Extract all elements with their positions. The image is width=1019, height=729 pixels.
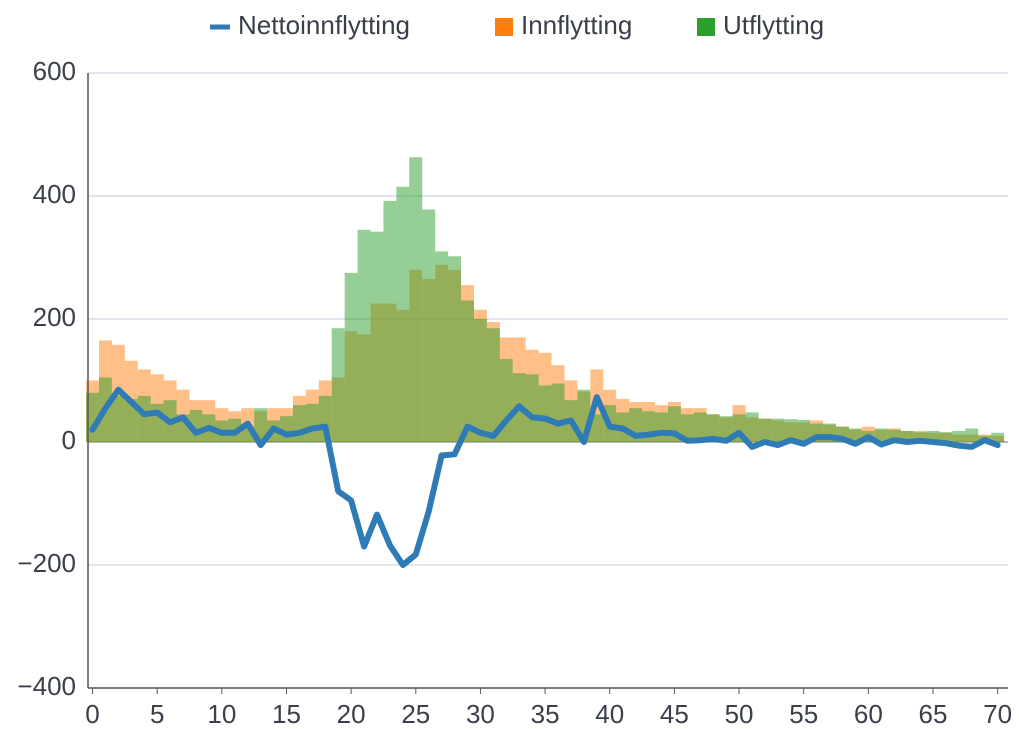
bar	[486, 328, 500, 442]
bar	[680, 414, 694, 442]
bar	[331, 328, 345, 442]
bar	[706, 414, 720, 442]
bar	[991, 432, 1005, 442]
y-tick-label: −200	[17, 548, 76, 578]
bar	[771, 418, 785, 442]
bar	[280, 416, 293, 442]
x-tick-label: 55	[789, 699, 818, 729]
x-tick-label: 15	[272, 699, 301, 729]
legend-label: Utflytting	[723, 10, 824, 40]
y-tick-label: 400	[33, 179, 76, 209]
x-tick-label: 70	[983, 699, 1012, 729]
bar	[538, 385, 552, 442]
bar	[422, 209, 436, 442]
bar	[473, 319, 487, 442]
x-tick-label: 0	[85, 699, 99, 729]
bar	[848, 428, 862, 442]
bar	[383, 200, 397, 442]
y-tick-label: 600	[33, 56, 76, 86]
bar	[254, 408, 268, 442]
bar	[926, 430, 940, 442]
legend-label: Nettoinnflytting	[238, 10, 410, 40]
x-tick-label: 30	[466, 699, 495, 729]
bar	[357, 229, 371, 442]
y-tick-label: −400	[17, 671, 76, 701]
legend-item: Nettoinnflytting	[210, 10, 410, 40]
x-tick-label: 35	[531, 699, 560, 729]
bar	[693, 412, 707, 442]
bar	[525, 374, 539, 442]
bar	[111, 395, 125, 442]
x-tick-label: 45	[660, 699, 689, 729]
bar	[590, 414, 604, 442]
bar	[797, 419, 811, 442]
bar	[952, 430, 966, 442]
x-tick-label: 25	[401, 699, 430, 729]
bar	[305, 403, 319, 442]
bar	[396, 186, 410, 442]
x-tick-label: 20	[337, 699, 366, 729]
bar	[939, 432, 953, 442]
bar	[409, 157, 423, 442]
x-tick-label: 40	[595, 699, 624, 729]
x-tick-label: 60	[854, 699, 883, 729]
legend-swatch	[697, 18, 715, 36]
legend-item: Innflytting	[495, 10, 632, 40]
bar	[292, 405, 306, 442]
bar	[745, 412, 759, 442]
bar	[965, 428, 979, 442]
bar	[874, 428, 888, 442]
x-tick-label: 5	[150, 699, 164, 729]
bar	[900, 430, 914, 442]
bar	[370, 231, 384, 442]
bar	[551, 383, 565, 442]
legend-swatch	[495, 18, 513, 36]
legend-label: Innflytting	[521, 10, 632, 40]
bar	[137, 395, 151, 442]
bar	[344, 272, 358, 442]
x-tick-label: 65	[919, 699, 948, 729]
bar	[654, 412, 668, 442]
bar	[913, 432, 927, 442]
line	[89, 386, 1001, 568]
x-tick-label: 10	[207, 699, 236, 729]
bar	[784, 419, 798, 442]
bar	[124, 398, 138, 442]
y-tick-label: 200	[33, 302, 76, 332]
bar	[448, 256, 462, 442]
bar	[758, 418, 772, 442]
bar	[461, 300, 474, 442]
x-tick-label: 50	[725, 699, 754, 729]
y-tick-label: 0	[62, 425, 76, 455]
bar	[435, 251, 449, 442]
legend-item: Utflytting	[697, 10, 824, 40]
